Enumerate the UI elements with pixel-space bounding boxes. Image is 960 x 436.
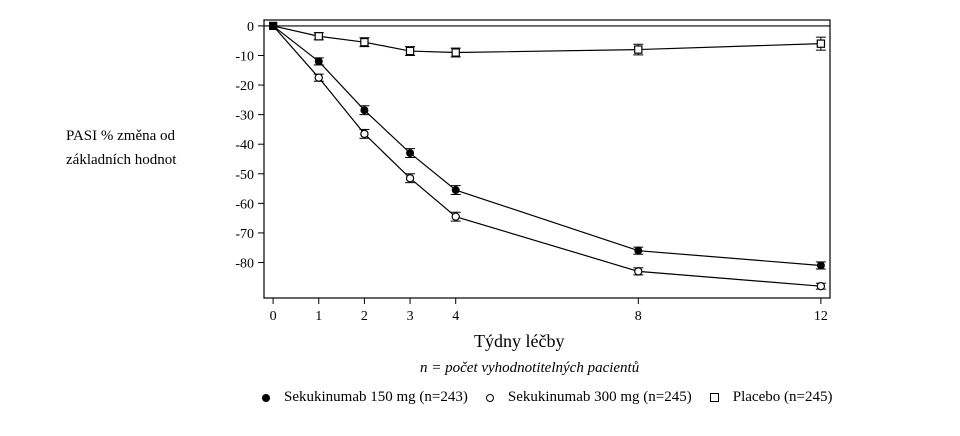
data-point [634, 45, 643, 54]
data-point [360, 106, 369, 115]
data-point [314, 73, 323, 82]
y-axis-label: PASI % změna od základních hodnot [66, 128, 177, 168]
open-square-icon [709, 393, 719, 402]
x-axis-note: n = počet vyhodnotitelných pacientů [420, 360, 640, 376]
x-tick-label: 4 [452, 309, 459, 324]
data-point [406, 149, 415, 158]
series-line [272, 25, 821, 54]
series-1 [269, 21, 826, 291]
open-circle-icon [485, 393, 494, 402]
y-tick-label: -70 [235, 227, 254, 242]
data-point [269, 21, 278, 30]
data-point [360, 129, 369, 139]
y-tick-label: -60 [235, 197, 254, 212]
x-tick-label: 8 [635, 309, 642, 324]
data-point [314, 57, 323, 66]
series-0 [269, 21, 826, 270]
data-point [451, 186, 460, 195]
legend-item-placebo: Placebo (n=245) [709, 389, 833, 406]
series-2 [269, 21, 826, 58]
series-line [272, 25, 821, 267]
legend-label-placebo: Placebo (n=245) [732, 389, 833, 405]
y-tick-label: -30 [235, 109, 254, 124]
y-tick-label: -50 [235, 168, 254, 183]
data-point [360, 37, 369, 47]
x-tick-label: 0 [270, 309, 277, 324]
y-tick-label: -40 [235, 138, 254, 153]
filled-circle-icon [262, 393, 270, 402]
legend-label-300mg: Sekukinumab 300 mg (n=245) [507, 389, 692, 405]
data-point [451, 212, 460, 221]
data-point [314, 32, 323, 41]
y-tick-label: 0 [247, 20, 254, 35]
legend-label-150mg: Sekukinumab 150 mg (n=243) [284, 389, 468, 405]
tick-layer: 0-10-20-30-40-50-60-70-800 1 2 3 4 8 12 [235, 20, 828, 324]
series-layer [269, 21, 826, 291]
legend-item-150mg: Sekukinumab 150 mg (n=243) [262, 389, 468, 406]
data-point [634, 267, 643, 276]
data-point [816, 261, 825, 270]
legend: Sekukinumab 150 mg (n=243) Sekukinumab 3… [262, 389, 850, 406]
legend-item-300mg: Sekukinumab 300 mg (n=245) [485, 389, 692, 406]
y-tick-label: -10 [235, 49, 254, 64]
plot-frame [263, 19, 831, 299]
data-point [405, 46, 415, 56]
x-tick-label: 12 [814, 309, 828, 324]
data-point [816, 39, 826, 48]
x-tick-label: 2 [361, 309, 368, 324]
x-axis-label: Týdny léčby [474, 331, 565, 351]
y-tick-label: -20 [235, 79, 254, 94]
x-tick-label: 3 [407, 309, 414, 324]
data-point [816, 281, 826, 291]
data-point [634, 246, 643, 255]
x-tick-label: 1 [315, 309, 322, 324]
series-line [272, 25, 821, 287]
y-tick-label: -80 [235, 257, 254, 272]
data-point [451, 48, 460, 57]
data-point [405, 174, 415, 183]
